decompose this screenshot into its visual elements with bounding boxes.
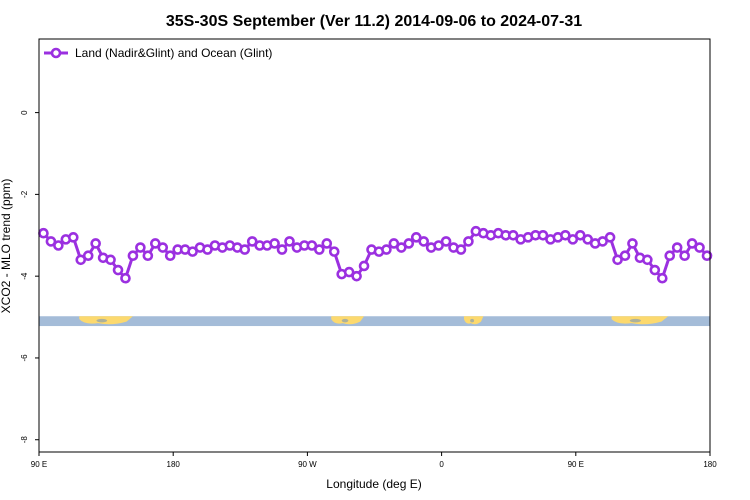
data-point: [314, 244, 325, 255]
data-point: [157, 242, 169, 253]
data-point: [388, 238, 400, 249]
data-point: [381, 244, 392, 255]
x-axis: 90 E 180 90 W 0 90 E 180: [31, 452, 717, 469]
data-point: [90, 238, 101, 249]
land-shadow-2: [341, 318, 349, 323]
data-point: [142, 250, 154, 262]
data-point: [351, 270, 362, 282]
data-point: [276, 244, 288, 255]
data-point: [455, 244, 467, 255]
data-point: [358, 260, 370, 272]
land-ocean-strip: [39, 316, 710, 327]
data-point: [328, 246, 340, 257]
data-point: [135, 242, 146, 253]
data-point: [560, 229, 571, 241]
data-point: [306, 240, 318, 251]
x-tick-label: 180: [167, 460, 181, 469]
data-point: [321, 238, 333, 249]
x-tick-label: 90 W: [298, 460, 317, 469]
legend-marker: [50, 47, 62, 59]
data-point: [701, 250, 713, 262]
data-point: [38, 227, 49, 239]
y-axis: 0 -2 -4 -6 -8: [20, 110, 39, 443]
data-point: [582, 234, 594, 245]
ocean-band: [39, 316, 710, 327]
data-point: [120, 272, 131, 284]
y-tick-label: -2: [20, 190, 29, 198]
data-point: [82, 250, 94, 262]
data-point: [75, 254, 87, 266]
x-tick-label: 90 E: [31, 460, 47, 469]
data-point: [463, 236, 474, 247]
data-point: [567, 234, 579, 245]
data-point: [597, 236, 608, 247]
data-point: [396, 242, 407, 253]
data-point: [694, 242, 705, 253]
data-point: [627, 238, 638, 249]
y-tick-label: -6: [20, 354, 29, 362]
data-point: [105, 254, 116, 266]
data-point: [410, 232, 422, 243]
data-point: [574, 229, 586, 241]
data-point: [537, 229, 549, 241]
chart-title: 35S-30S September (Ver 11.2) 2014-09-06 …: [166, 13, 582, 30]
data-point: [403, 238, 415, 249]
data-point: [612, 254, 623, 266]
data-point: [671, 242, 683, 253]
data-point: [664, 250, 676, 262]
data-point: [112, 264, 124, 276]
plot-frame: [38, 38, 711, 453]
data-point: [246, 236, 258, 247]
x-tick-label: 180: [703, 460, 717, 469]
data-point: [239, 244, 251, 255]
data-point: [433, 240, 444, 251]
x-axis-label: Longitude (deg E): [326, 477, 421, 491]
land-shadow-4: [629, 318, 642, 323]
data-point: [686, 238, 698, 249]
series-layer: [38, 225, 713, 284]
x-tick-label: 0: [439, 460, 444, 469]
y-tick-label: -8: [20, 436, 29, 444]
data-point: [418, 236, 430, 247]
data-point: [53, 240, 64, 251]
land-shadow-1: [96, 318, 108, 323]
data-point: [656, 272, 668, 284]
data-point: [202, 244, 213, 255]
data-point: [604, 232, 616, 243]
data-point: [507, 229, 519, 241]
data-point: [269, 238, 280, 249]
data-point: [649, 264, 661, 276]
y-tick-label: -4: [20, 272, 29, 280]
data-point: [45, 236, 57, 247]
data-point: [343, 266, 355, 278]
y-tick-label: 0: [20, 110, 29, 115]
data-point: [642, 254, 653, 266]
data-point: [164, 250, 176, 262]
data-point: [67, 232, 79, 243]
data-point: [127, 250, 139, 262]
data-point: [284, 236, 295, 247]
data-point: [440, 236, 452, 247]
legend: Land (Nadir&Glint) and Ocean (Glint): [44, 46, 272, 60]
data-point: [150, 238, 161, 249]
data-point: [187, 246, 198, 257]
y-axis-label: XCO2 - MLO trend (ppm): [0, 179, 13, 314]
x-tick-label: 90 E: [568, 460, 584, 469]
data-point: [679, 250, 690, 262]
land-shadow-3: [470, 318, 475, 323]
data-point: [619, 250, 631, 262]
legend-label: Land (Nadir&Glint) and Ocean (Glint): [75, 46, 272, 60]
